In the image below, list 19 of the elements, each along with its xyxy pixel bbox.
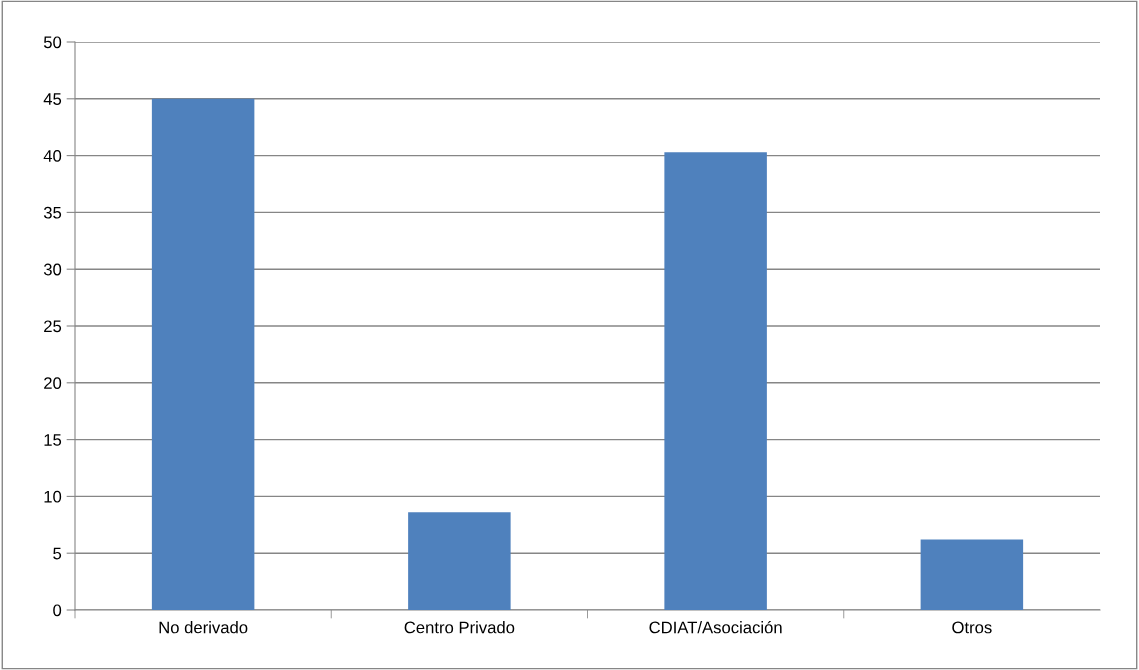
x-tick-label: Centro Privado (404, 621, 515, 634)
bar (408, 512, 511, 610)
bar (151, 98, 255, 610)
y-tick-label: 5 (53, 547, 62, 560)
y-tick-label: 40 (43, 150, 62, 162)
bar (664, 152, 767, 610)
x-tick-label: CDIAT/Asociación (649, 620, 782, 634)
y-tick-label: 30 (43, 263, 62, 276)
y-tick-label: 25 (44, 320, 62, 333)
y-tick-label: 0 (53, 604, 62, 617)
x-tick-label: Otros (952, 621, 992, 634)
y-tick-label: 15 (44, 434, 62, 446)
bar (920, 539, 1024, 610)
y-tick-label: 45 (43, 93, 62, 105)
y-tick-label: 10 (44, 490, 62, 503)
x-tick-label: No derivado (159, 621, 248, 634)
y-tick-label: 20 (44, 377, 62, 389)
y-tick-label: 50 (43, 36, 62, 49)
y-tick-label: 35 (43, 206, 62, 219)
